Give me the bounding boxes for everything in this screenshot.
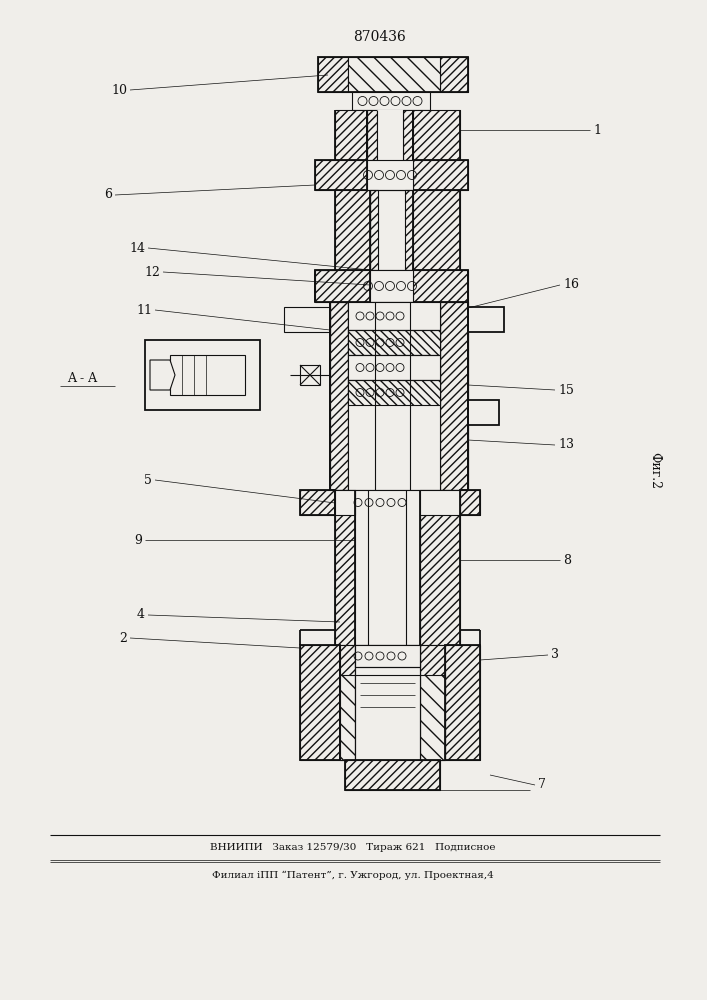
Text: 870436: 870436 <box>354 30 407 44</box>
Bar <box>355 645 420 760</box>
Text: 4: 4 <box>137 608 145 621</box>
Bar <box>315 160 367 190</box>
Text: 3: 3 <box>551 648 559 662</box>
Bar <box>300 645 340 760</box>
Bar <box>335 110 367 160</box>
Bar <box>413 270 468 302</box>
Bar <box>330 302 348 490</box>
Polygon shape <box>150 360 175 390</box>
Bar <box>440 302 468 490</box>
Bar <box>330 302 348 490</box>
Bar <box>348 380 440 405</box>
Text: 11: 11 <box>136 304 152 316</box>
Bar <box>348 330 440 355</box>
Text: ВНИИПИ   Заказ 12579/30   Тираж 621   Подписное: ВНИИПИ Заказ 12579/30 Тираж 621 Подписно… <box>210 842 496 852</box>
Bar <box>340 645 355 760</box>
Bar <box>413 190 460 270</box>
Text: Филиал іПП “Патент”, г. Ужгород, ул. Проектная,4: Филиал іПП “Патент”, г. Ужгород, ул. Про… <box>212 870 494 880</box>
Text: 5: 5 <box>144 474 152 487</box>
Bar <box>460 490 480 515</box>
Bar <box>318 57 468 92</box>
Text: 16: 16 <box>563 278 579 292</box>
Bar <box>403 110 413 160</box>
Bar <box>440 57 468 92</box>
Text: 12: 12 <box>144 265 160 278</box>
Bar <box>413 110 460 160</box>
Text: 10: 10 <box>111 84 127 97</box>
Bar <box>335 490 355 515</box>
Text: 2: 2 <box>119 632 127 645</box>
Bar <box>420 675 445 760</box>
Bar <box>348 302 440 490</box>
Bar <box>284 307 330 332</box>
Bar <box>370 190 378 270</box>
Bar <box>300 490 335 515</box>
Bar <box>345 760 440 790</box>
Bar <box>405 190 413 270</box>
Bar <box>315 270 370 302</box>
Bar <box>315 160 367 190</box>
Bar <box>445 645 480 760</box>
Bar <box>355 645 420 667</box>
Text: 13: 13 <box>558 438 574 452</box>
Bar <box>420 490 460 645</box>
Bar <box>468 307 504 332</box>
Bar <box>367 160 413 190</box>
Text: 8: 8 <box>563 554 571 566</box>
Bar <box>355 490 420 645</box>
Bar <box>460 490 480 515</box>
Bar <box>335 190 370 270</box>
Bar <box>355 675 420 760</box>
Bar <box>413 270 468 302</box>
Bar <box>345 760 440 790</box>
Bar <box>340 675 355 760</box>
Bar <box>377 110 403 160</box>
Bar <box>335 490 355 645</box>
Bar <box>445 645 480 760</box>
Bar <box>440 302 468 490</box>
Bar <box>300 365 320 385</box>
Text: 7: 7 <box>538 778 546 792</box>
Bar <box>315 270 370 302</box>
Bar <box>348 302 440 330</box>
Bar <box>318 57 348 92</box>
Bar <box>145 340 260 410</box>
Bar <box>348 355 440 380</box>
Bar <box>468 400 499 425</box>
Text: Фиг.2: Фиг.2 <box>648 452 662 488</box>
Bar <box>370 270 413 302</box>
Bar <box>348 57 440 92</box>
Bar <box>413 160 468 190</box>
Text: 15: 15 <box>558 383 574 396</box>
Bar <box>413 160 468 190</box>
Text: 1: 1 <box>593 123 601 136</box>
Text: 6: 6 <box>104 188 112 202</box>
Bar <box>170 355 245 395</box>
Bar <box>300 490 335 515</box>
Bar <box>420 490 460 515</box>
Bar <box>352 92 430 110</box>
Text: A - A: A - A <box>67 371 97 384</box>
Bar <box>300 645 340 760</box>
Bar <box>420 645 445 760</box>
Text: 9: 9 <box>134 534 142 546</box>
Text: 14: 14 <box>129 241 145 254</box>
Bar <box>370 190 413 270</box>
Bar <box>367 110 377 160</box>
